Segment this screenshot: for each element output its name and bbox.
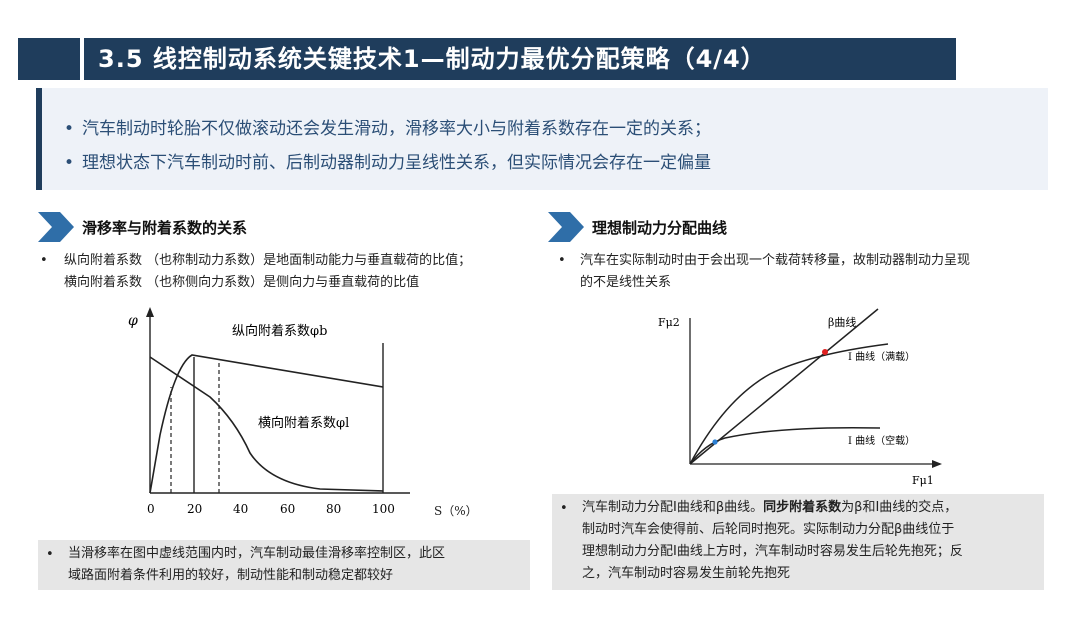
intro-item-text: 汽车制动时轮胎不仅做滚动还会发生滑动，滑移率大小与附着系数存在一定的关系； [82,119,711,139]
left-note-line: 当滑移率在图中虚线范围内时，汽车制动最佳滑移率控制区，此区 [68,546,446,561]
i-curve-full [689,343,889,465]
left-note-line: 域路面附着条件利用的较好，制动性能和制动稳定都较好 [68,568,394,583]
intro-box: • 汽车制动时轮胎不仅做滚动还会发生滑动，滑移率大小与附着系数存在一定的关系； •… [36,88,1048,190]
left-bullet-line: 横向附着系数 （也称侧向力系数）是侧向力与垂直载荷的比值 [64,275,420,290]
intro-item: • 汽车制动时轮胎不仅做滚动还会发生滑动，滑移率大小与附着系数存在一定的关系； [64,119,711,139]
lateral-curve-label: 横向附着系数φl [258,415,349,431]
y-axis-arrow [146,307,154,317]
y-axis-label: φ [128,313,138,329]
x-tick-label: 20 [187,502,202,516]
x-axis-label: S（%） [434,504,478,518]
beta-curve-label: β曲线 [828,315,856,329]
slip-adhesion-chart: φ 纵向附着系数φb 横向附着系数φl 0 20 40 60 80 100 S（… [128,307,410,516]
left-bullet: • 纵向附着系数 （也称制动力系数）是地面制动能力与垂直载荷的比值； 横向附着系… [40,250,544,294]
x-axis-arrow [932,460,942,468]
beta-curve [689,308,879,465]
right-note-line: 之，汽车制动时容易发生前轮先抱死 [582,566,791,581]
i-full-curve-label: I 曲线（满载） [848,350,915,363]
x-tick-label: 60 [280,502,295,516]
right-section-heading: 理想制动力分配曲线 [548,212,848,242]
x-axis-label: Fμ1 [912,474,934,487]
right-bullet-line: 的不是线性关系 [580,275,672,290]
x-tick-label: 0 [147,502,155,516]
y-axis-label: Fμ2 [658,316,680,329]
intro-item-text: 理想状态下汽车制动时前、后制动器制动力呈线性关系，但实际情况会存在一定偏量 [82,153,711,173]
left-bullet-line: 纵向附着系数 （也称制动力系数）是地面制动能力与垂直载荷的比值； [64,253,472,268]
right-note-box: • 汽车制动力分配I曲线和β曲线。同步附着系数为β和I曲线的交点， 制动时汽车会… [552,494,1044,590]
lateral-curve [149,356,384,492]
chevron-right-icon [548,212,584,242]
right-note-line: 汽车制动力分配I曲线和β曲线。同步附着系数为β和I曲线的交点， [582,497,1036,519]
x-tick-label: 100 [372,502,395,516]
right-note-line: 制动时汽车会使得前、后轮同时抱死。实际制动力分配β曲线位于 [582,522,955,537]
full-load-intersection-point [822,349,828,355]
page-title: 3.5 线控制动系统关键技术1—制动力最优分配策略（4/4） [84,38,956,80]
i-curve-empty [689,426,881,465]
left-note-box: • 当滑移率在图中虚线范围内时，汽车制动最佳滑移率控制区，此区 域路面附着条件利… [38,540,530,590]
right-note-emphasis: 同步附着系数 [763,500,842,515]
chevron-right-icon [38,212,74,242]
right-bullet-line: 汽车在实际制动时由于会出现一个载荷转移量，故制动器制动力呈现 [580,253,971,268]
right-note-text: 为β和I曲线的交点， [841,500,958,515]
x-tick-label: 40 [233,502,248,516]
right-note-text: 汽车制动力分配I曲线和β曲线。 [582,500,764,515]
i-empty-curve-label: I 曲线（空载） [848,434,915,447]
brake-distribution-chart: Fμ2 β曲线 I 曲线（满载） I 曲线（空载） Fμ1 [658,308,942,487]
right-section-title: 理想制动力分配曲线 [592,219,728,237]
longitudinal-curve [149,354,384,494]
title-accent-block [18,38,80,80]
left-section-heading: 滑移率与附着系数的关系 [38,212,338,242]
empty-load-intersection-point [712,439,718,445]
right-bullet: • 汽车在实际制动时由于会出现一个载荷转移量，故制动器制动力呈现 的不是线性关系 [558,250,1050,294]
intro-item: • 理想状态下汽车制动时前、后制动器制动力呈线性关系，但实际情况会存在一定偏量 [64,153,711,173]
longitudinal-curve-label: 纵向附着系数φb [232,323,327,339]
left-section-title: 滑移率与附着系数的关系 [82,219,248,237]
right-note-line: 理想制动力分配I曲线上方时，汽车制动时容易发生后轮先抱死；反 [582,544,963,559]
x-tick-label: 80 [326,502,341,516]
